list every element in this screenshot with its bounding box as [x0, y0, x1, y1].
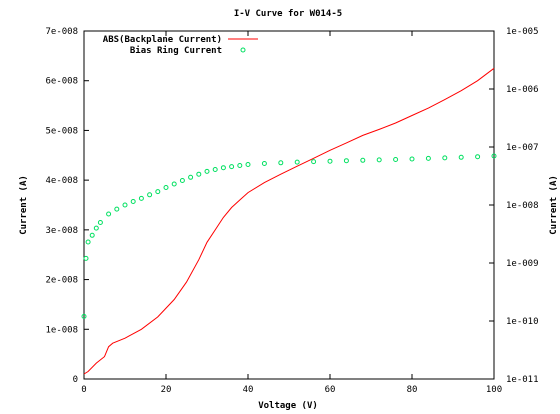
legend-label-backplane: ABS(Backplane Current) — [103, 35, 222, 45]
x-axis-ticks: 0 20 40 60 80 100 — [81, 31, 502, 395]
chart-title: I-V Curve for W014-5 — [234, 9, 342, 19]
data-point-bias-ring — [245, 162, 251, 167]
data-point-bias-ring — [163, 185, 169, 190]
data-point-bias-ring — [491, 153, 497, 159]
y-tick-label: 1e-008 — [45, 325, 78, 335]
y2-tick-label: 1e-005 — [506, 27, 539, 37]
data-point-bias-ring — [327, 158, 333, 164]
y-axis-ticks: 0 1e-008 2e-008 3e-008 4e-008 5e-008 6e-008 7e-… — [45, 27, 89, 385]
y-axis-label: Current (A) — [19, 175, 29, 235]
x-tick-label: 60 — [325, 385, 336, 395]
data-point-bias-ring — [220, 165, 226, 171]
data-point-bias-ring — [409, 156, 415, 162]
data-point-bias-ring — [179, 178, 185, 183]
data-point-bias-ring — [122, 202, 128, 208]
data-point-bias-ring — [114, 206, 120, 212]
y-tick-label: 6e-008 — [45, 77, 78, 87]
data-point-bias-ring — [93, 225, 99, 231]
y2-tick-label: 1e-009 — [506, 259, 539, 269]
y2-tick-label: 1e-010 — [506, 317, 539, 327]
data-point-bias-ring — [212, 167, 218, 172]
x-tick-label: 0 — [81, 385, 86, 395]
data-point-bias-ring — [81, 313, 87, 319]
y-tick-label: 3e-008 — [45, 226, 78, 236]
x-tick-label: 100 — [486, 385, 502, 395]
data-point-bias-ring — [138, 195, 144, 201]
data-point-bias-ring — [85, 239, 91, 245]
x-tick-label: 20 — [161, 385, 172, 395]
data-point-bias-ring — [130, 199, 136, 204]
y-tick-label: 5e-008 — [45, 126, 78, 136]
y-tick-label: 4e-008 — [45, 176, 78, 186]
legend-marker-bias-ring — [240, 47, 246, 53]
y2-axis-ticks: 1e-011 1e-010 1e-009 1e-008 1e-007 1e-006 1e-0… — [489, 27, 539, 385]
data-point-bias-ring — [360, 157, 366, 163]
x-axis-label: Voltage (V) — [258, 401, 318, 411]
y2-tick-label: 1e-006 — [506, 85, 539, 95]
data-point-bias-ring — [155, 189, 161, 195]
data-point-bias-ring — [278, 160, 284, 166]
data-point-bias-ring — [97, 220, 103, 225]
data-point-bias-ring — [475, 154, 481, 160]
y2-tick-label: 1e-011 — [506, 375, 539, 385]
data-point-bias-ring — [229, 164, 235, 170]
x-tick-label: 40 — [243, 385, 254, 395]
data-point-bias-ring — [196, 171, 202, 177]
x-tick-label: 80 — [407, 385, 418, 395]
data-point-bias-ring — [106, 211, 112, 217]
data-point-bias-ring — [83, 255, 89, 261]
data-point-bias-ring — [147, 192, 153, 198]
data-point-bias-ring — [311, 159, 317, 165]
legend: ABS(Backplane Current) Bias Ring Current — [103, 35, 258, 56]
data-point-bias-ring — [204, 168, 210, 174]
data-point-bias-ring — [188, 174, 194, 180]
series-layer — [81, 67, 497, 375]
data-point-bias-ring — [458, 154, 464, 160]
data-point-bias-ring — [393, 157, 399, 162]
data-point-bias-ring — [261, 161, 267, 166]
y-tick-label: 0 — [73, 375, 78, 385]
data-point-bias-ring — [294, 159, 300, 165]
y-tick-label: 7e-008 — [45, 27, 78, 37]
data-point-bias-ring — [237, 163, 243, 168]
y2-tick-label: 1e-008 — [506, 201, 539, 211]
data-point-bias-ring — [442, 155, 448, 161]
data-point-bias-ring — [171, 181, 177, 187]
series-line-backplane-current — [83, 67, 495, 375]
legend-label-bias-ring: Bias Ring Current — [130, 45, 222, 56]
data-point-bias-ring — [376, 157, 382, 163]
y2-tick-label: 1e-007 — [506, 143, 539, 153]
y2-axis-label: Current (A) — [549, 175, 559, 235]
data-point-bias-ring — [89, 232, 95, 238]
data-point-bias-ring — [425, 155, 431, 161]
y-tick-label: 2e-008 — [45, 276, 78, 286]
data-point-bias-ring — [343, 158, 349, 164]
